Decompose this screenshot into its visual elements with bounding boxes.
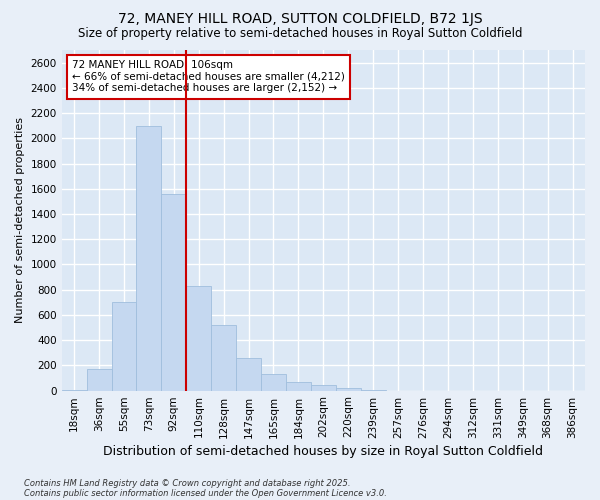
Text: Size of property relative to semi-detached houses in Royal Sutton Coldfield: Size of property relative to semi-detach… <box>78 28 522 40</box>
Text: 72 MANEY HILL ROAD: 106sqm
← 66% of semi-detached houses are smaller (4,212)
34%: 72 MANEY HILL ROAD: 106sqm ← 66% of semi… <box>72 60 345 94</box>
Bar <box>311 385 336 390</box>
Bar <box>86 369 112 390</box>
Bar <box>112 302 136 390</box>
Bar <box>286 382 311 390</box>
Bar <box>236 358 261 390</box>
Text: 72, MANEY HILL ROAD, SUTTON COLDFIELD, B72 1JS: 72, MANEY HILL ROAD, SUTTON COLDFIELD, B… <box>118 12 482 26</box>
Bar <box>336 388 361 390</box>
Text: Contains HM Land Registry data © Crown copyright and database right 2025.: Contains HM Land Registry data © Crown c… <box>24 478 350 488</box>
Bar <box>186 286 211 391</box>
Bar <box>136 126 161 390</box>
Bar <box>261 374 286 390</box>
Text: Contains public sector information licensed under the Open Government Licence v3: Contains public sector information licen… <box>24 488 387 498</box>
Bar <box>161 194 186 390</box>
Bar <box>211 325 236 390</box>
X-axis label: Distribution of semi-detached houses by size in Royal Sutton Coldfield: Distribution of semi-detached houses by … <box>103 444 544 458</box>
Y-axis label: Number of semi-detached properties: Number of semi-detached properties <box>15 118 25 324</box>
